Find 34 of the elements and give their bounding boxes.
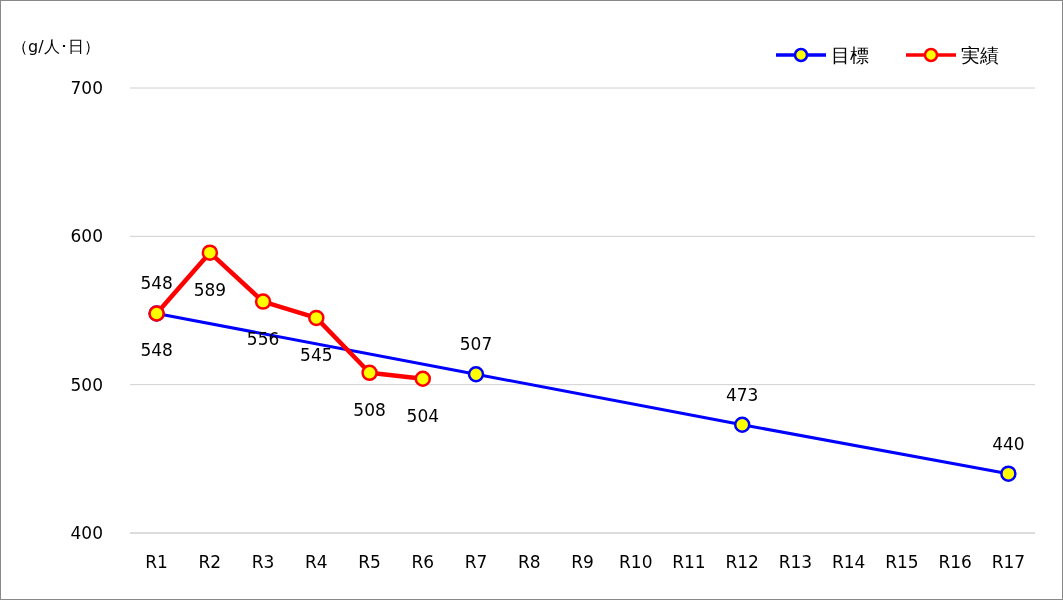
x-tick-label: R3 <box>251 552 275 572</box>
data-label: 548 <box>140 340 173 361</box>
x-tick-label: R14 <box>831 552 866 572</box>
data-label: 504 <box>406 405 440 426</box>
data-label: 507 <box>459 334 493 355</box>
y-tick-label: 400 <box>70 523 103 543</box>
x-tick-label: R17 <box>991 552 1026 572</box>
legend-label: 目標 <box>831 44 869 66</box>
x-tick-label: R6 <box>411 552 435 572</box>
data-label: 548 <box>140 273 173 294</box>
data-label: 556 <box>246 328 280 349</box>
x-tick-label: R15 <box>885 552 919 572</box>
y-tick-label: 600 <box>70 226 103 247</box>
x-tick-label: R8 <box>517 552 541 572</box>
data-label: 589 <box>193 279 227 300</box>
data-label: 440 <box>992 433 1025 454</box>
y-tick-label: 500 <box>70 374 103 395</box>
legend-label: 実績 <box>961 44 999 66</box>
data-label: 473 <box>725 384 759 405</box>
x-tick-label: R1 <box>145 552 168 572</box>
data-label: 545 <box>300 344 333 365</box>
x-tick-label: R12 <box>725 552 759 572</box>
y-tick-label: 700 <box>70 78 103 98</box>
x-tick-label: R13 <box>778 552 813 572</box>
x-tick-label: R11 <box>672 552 706 572</box>
y-axis-title: （g/人･日） <box>12 37 100 56</box>
x-tick-label: R5 <box>358 552 381 572</box>
x-tick-label: R16 <box>938 552 972 572</box>
data-label: 508 <box>353 399 386 420</box>
x-tick-label: R10 <box>619 552 653 572</box>
x-tick-label: R4 <box>305 552 328 572</box>
x-tick-label: R7 <box>464 552 488 572</box>
x-tick-label: R2 <box>198 552 222 572</box>
x-tick-label: R9 <box>571 552 594 572</box>
